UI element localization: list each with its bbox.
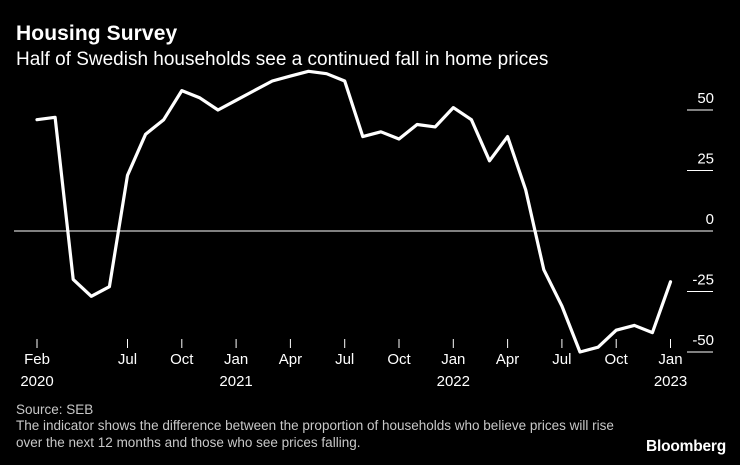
x-tick-label: Jan (441, 351, 465, 368)
x-tick-label: Jul (118, 351, 137, 368)
x-tick-label: Oct (170, 351, 194, 368)
x-tick-label: Oct (387, 351, 411, 368)
bloomberg-logo: Bloomberg (645, 438, 726, 455)
x-year-label: 2021 (219, 373, 252, 390)
y-tick-label: 50 (697, 90, 714, 107)
methodology-note: The indicator shows the difference betwe… (16, 418, 614, 450)
y-tick-label: -25 (692, 272, 714, 289)
chart-title: Housing Survey (16, 22, 178, 45)
x-tick-label: Oct (605, 351, 629, 368)
y-tick-label: 0 (706, 211, 714, 228)
y-tick-label: 25 (697, 151, 714, 168)
x-year-label: 2023 (654, 373, 687, 390)
x-year-label: 2022 (437, 373, 470, 390)
x-tick-label: Jul (552, 351, 571, 368)
x-tick-label: Jan (224, 351, 248, 368)
x-tick-label: Jul (335, 351, 354, 368)
x-tick-label: Apr (496, 351, 519, 368)
chart-subtitle: Half of Swedish households see a continu… (16, 49, 549, 70)
x-tick-label: Apr (279, 351, 302, 368)
x-year-label: 2020 (20, 373, 53, 390)
y-tick-label: -50 (692, 332, 714, 349)
line-chart: 50 25 0 -25 -50 Feb 2020 Jul Oct Jan 2021 Apr Jul Oct… (14, 69, 714, 390)
source-note: Source: SEB (16, 402, 94, 417)
series-line (35, 69, 673, 354)
x-tick-label: Feb (24, 351, 50, 368)
x-tick-label: Jan (658, 351, 682, 368)
